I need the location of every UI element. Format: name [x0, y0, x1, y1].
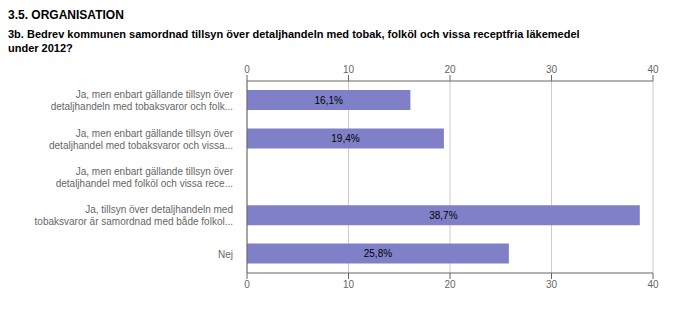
svg-text:20: 20: [444, 64, 456, 75]
svg-text:Nej: Nej: [218, 248, 233, 259]
svg-text:Ja, men enbart gällande tillsy: Ja, men enbart gällande tillsyn överdeta…: [49, 127, 234, 150]
html-text:3.5. ORGANISATION: 3.5. ORGANISATION: [8, 8, 124, 22]
svg-text:Ja, men enbart gällande tillsy: Ja, men enbart gällande tillsyn överdeta…: [51, 89, 234, 112]
html-text:3b. Bedrev kommunen samordnad: 3b. Bedrev kommunen samordnad tillsyn öv…: [8, 28, 580, 54]
svg-text:10: 10: [343, 64, 355, 75]
svg-text:0: 0: [244, 64, 250, 75]
svg-text:25,8%: 25,8%: [364, 248, 392, 259]
svg-text:30: 30: [546, 279, 558, 290]
svg-text:16,1%: 16,1%: [315, 95, 343, 106]
svg-text:20: 20: [444, 279, 456, 290]
svg-text:38,7%: 38,7%: [429, 210, 457, 221]
svg-text:40: 40: [647, 279, 659, 290]
svg-text:Ja, tillsyn över detaljhandeln: Ja, tillsyn över detaljhandeln medtobaks…: [35, 204, 233, 227]
svg-text:19,4%: 19,4%: [331, 133, 359, 144]
svg-text:Ja, men enbart gällande tillsy: Ja, men enbart gällande tillsyn överdeta…: [56, 166, 234, 189]
svg-text:10: 10: [343, 279, 355, 290]
svg-text:40: 40: [647, 64, 659, 75]
svg-text:30: 30: [546, 64, 558, 75]
svg-text:0: 0: [244, 279, 250, 290]
